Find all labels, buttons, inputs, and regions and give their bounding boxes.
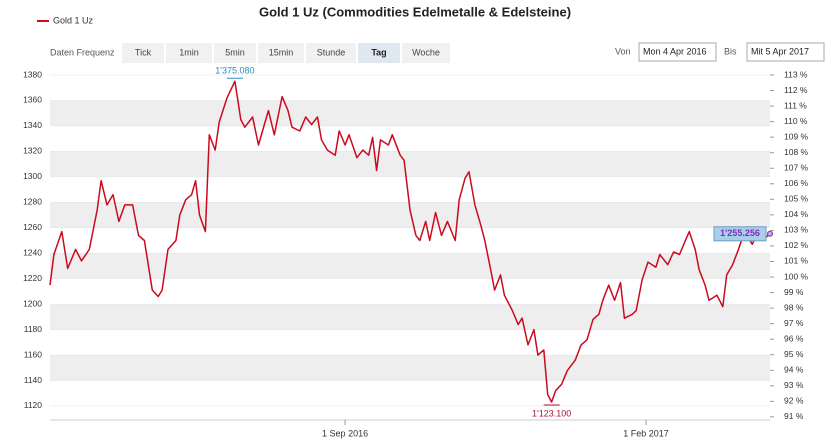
y2-tick-label: 112 %	[784, 85, 808, 95]
y2-tick-label: 98 %	[784, 302, 804, 312]
last-point	[767, 230, 773, 237]
y-tick-label: 1200	[23, 298, 42, 308]
y-tick-label: 1240	[23, 247, 42, 257]
frequency-button-label[interactable]: Stunde	[317, 47, 346, 57]
frequency-button[interactable]	[214, 43, 256, 63]
x-tick-label: 1 Feb 2017	[623, 428, 669, 438]
grid-band	[50, 100, 770, 126]
from-input[interactable]	[638, 42, 717, 62]
y2-tick-label: 91 %	[784, 411, 804, 421]
grid-band	[50, 253, 770, 279]
y-tick-label: 1160	[24, 349, 43, 359]
y-tick-label: 1380	[23, 69, 42, 79]
y-tick-label: 1180	[24, 324, 43, 334]
y2-tick-label: 94 %	[784, 365, 804, 375]
y2-tick-label: 104 %	[784, 209, 809, 219]
max-label: 1'375.080	[215, 66, 254, 76]
frequency-button-label[interactable]: Woche	[412, 47, 440, 57]
frequency-button[interactable]	[402, 43, 450, 63]
y-tick-label: 1220	[23, 273, 42, 283]
frequency-button[interactable]	[166, 43, 212, 63]
from-value[interactable]: Mon 4 Apr 2016	[643, 46, 707, 56]
to-input[interactable]	[746, 42, 825, 62]
y2-tick-label: 99 %	[784, 287, 804, 297]
y2-tick-label: 93 %	[784, 380, 804, 390]
y2-tick-label: 111 %	[784, 100, 807, 110]
frequency-button-label[interactable]: 15min	[269, 47, 294, 57]
frequency-button[interactable]	[258, 43, 304, 63]
frequency-button[interactable]	[306, 43, 356, 63]
frequency-button[interactable]	[122, 43, 164, 63]
frequency-label: Daten Frequenz	[50, 47, 115, 57]
y2-tick-label: 96 %	[784, 333, 804, 343]
y2-tick-label: 100 %	[784, 271, 809, 281]
y2-tick-label: 107 %	[784, 162, 809, 172]
legend-label: Gold 1 Uz	[53, 15, 94, 25]
grid-band	[50, 304, 770, 330]
x-tick-label: 1 Sep 2016	[322, 428, 368, 438]
y-tick-label: 1360	[23, 95, 42, 105]
y2-tick-label: 102 %	[784, 240, 809, 250]
y2-tick-label: 92 %	[784, 396, 804, 406]
y-tick-label: 1340	[23, 120, 42, 130]
frequency-button[interactable]	[358, 43, 400, 63]
min-label: 1'123.100	[532, 408, 571, 418]
y2-tick-label: 101 %	[784, 256, 809, 266]
grid-band	[50, 355, 770, 381]
to-label: Bis	[724, 46, 737, 56]
y2-tick-label: 103 %	[784, 225, 809, 235]
y-tick-label: 1320	[23, 146, 42, 156]
y2-tick-label: 95 %	[784, 349, 804, 359]
y2-tick-label: 113 %	[784, 69, 808, 79]
y2-tick-label: 109 %	[784, 131, 809, 141]
to-value[interactable]: Mit 5 Apr 2017	[751, 46, 809, 56]
price-line	[49, 80, 771, 403]
y2-tick-label: 108 %	[784, 147, 809, 157]
grid-band	[50, 151, 770, 177]
from-label: Von	[615, 46, 631, 56]
y2-tick-label: 97 %	[784, 318, 804, 328]
y-tick-label: 1280	[23, 197, 42, 207]
frequency-button-label[interactable]: 1min	[179, 47, 199, 57]
frequency-button-label[interactable]: Tick	[135, 47, 152, 57]
frequency-button-label[interactable]: Tag	[371, 47, 386, 57]
y2-tick-label: 105 %	[784, 194, 809, 204]
y-tick-label: 1260	[23, 222, 42, 232]
frequency-button-label[interactable]: 5min	[225, 47, 245, 57]
last-value-label: 1'255.256	[720, 228, 760, 238]
y2-tick-label: 106 %	[784, 178, 809, 188]
y-tick-label: 1120	[24, 400, 43, 410]
chart-title: Gold 1 Uz (Commodities Edelmetalle & Ede…	[259, 4, 571, 19]
y-tick-label: 1300	[23, 171, 42, 181]
y2-tick-label: 110 %	[784, 116, 808, 126]
last-value-box	[713, 226, 767, 242]
y-tick-label: 1140	[24, 375, 43, 385]
